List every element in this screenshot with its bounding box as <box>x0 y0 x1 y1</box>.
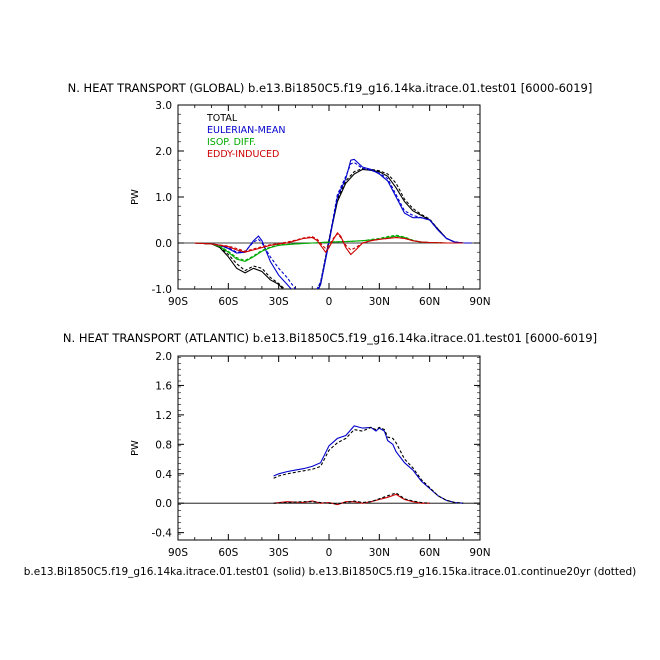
x-tick-label: 60S <box>218 296 238 308</box>
x-tick-label: 90N <box>469 547 490 559</box>
series-group <box>273 425 464 506</box>
x-tick-label: 90S <box>168 547 188 559</box>
y-tick-label: -0.4 <box>152 528 173 540</box>
global-y-axis-label: PW <box>130 189 141 205</box>
atlantic-plot-frame <box>177 355 481 541</box>
x-tick-label: 60N <box>419 296 440 308</box>
x-tick-label: 0 <box>326 547 333 559</box>
legend-total: TOTAL <box>206 113 238 124</box>
y-tick-label: 1.2 <box>155 410 172 422</box>
atlantic-chart-title: N. HEAT TRANSPORT (ATLANTIC) b.e13.Bi185… <box>63 331 597 345</box>
x-tick-label: 60N <box>419 547 440 559</box>
series-line-eulerian-mean-solid <box>194 158 472 289</box>
x-tick-label: 30N <box>369 296 390 308</box>
series-line-total-dotted <box>194 167 472 289</box>
y-tick-label: 1.0 <box>155 192 172 204</box>
global-legend: TOTAL EULERIAN-MEAN ISOP. DIFF. EDDY-IND… <box>206 113 286 160</box>
global-chart-title: N. HEAT TRANSPORT (GLOBAL) b.e13.Bi1850C… <box>68 81 593 95</box>
x-tick-label: 90S <box>168 296 188 308</box>
atlantic-y-axis-label: PW <box>130 440 141 456</box>
legend-eddy-induced: EDDY-INDUCED <box>207 149 279 160</box>
x-tick-label: 0 <box>326 296 333 308</box>
x-tick-label: 30N <box>369 547 390 559</box>
x-tick-label: 90N <box>469 296 490 308</box>
y-tick-label: 3.0 <box>155 100 172 112</box>
y-tick-label: 2.0 <box>155 351 172 363</box>
x-tick-label: 30S <box>269 296 289 308</box>
y-tick-label: -1.0 <box>152 284 173 296</box>
y-tick-label: 0.0 <box>155 238 172 250</box>
y-tick-label: 0.8 <box>155 439 172 451</box>
y-tick-label: 2.0 <box>155 146 172 158</box>
y-tick-label: 1.6 <box>155 380 172 392</box>
legend-eulerian-mean: EULERIAN-MEAN <box>207 125 286 136</box>
global-heat-transport-chart: N. HEAT TRANSPORT (GLOBAL) b.e13.Bi1850C… <box>68 81 593 308</box>
series-group <box>194 158 472 289</box>
footer-caption: b.e13.Bi1850C5.f19_g16.14ka.itrace.01.te… <box>24 566 637 578</box>
x-tick-label: 60S <box>218 547 238 559</box>
series-line-eddy-induced-dotted <box>194 232 464 252</box>
atlantic-heat-transport-chart: N. HEAT TRANSPORT (ATLANTIC) b.e13.Bi185… <box>63 331 597 559</box>
series-line-eddy-induced-dotted <box>273 492 430 505</box>
x-tick-label: 30S <box>269 547 289 559</box>
y-tick-label: 0.0 <box>155 498 172 510</box>
series-line-eulerian-mean-solid <box>273 425 464 504</box>
legend-isop-diff: ISOP. DIFF. <box>207 137 256 148</box>
y-tick-label: 0.4 <box>155 469 172 481</box>
series-line-eulerian-mean-dotted <box>194 161 472 289</box>
series-line-eulerian-mean-dotted <box>273 426 464 504</box>
